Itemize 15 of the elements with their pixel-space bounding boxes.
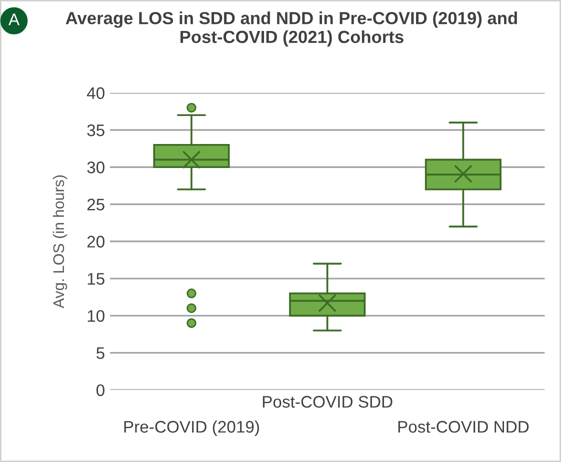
x-tick-label: Post-COVID SDD: [262, 396, 392, 408]
x-tick-label: Post-COVID NDD: [398, 420, 529, 433]
y-tick-label: 10: [88, 310, 104, 322]
y-tick-label: 5: [96, 347, 104, 359]
y-axis-title: Avg. LOS (in hours): [52, 175, 68, 308]
y-tick-label: 30: [87, 162, 104, 174]
y-tick-label: 25: [87, 198, 104, 210]
y-tick-label: 0: [96, 384, 104, 396]
x-tick-label: Pre-COVID (2019): [124, 420, 259, 436]
text: A: [8, 14, 20, 26]
y-tick-label: 35: [87, 124, 104, 136]
chart-title: Average LOS in SDD and NDD in Pre-COVID (2019) and Post-COVID (2021) Cohorts: [66, 12, 517, 47]
y-tick-label: 20: [87, 236, 104, 248]
y-tick-label: 40: [86, 87, 104, 100]
y-tick-label: 15: [88, 273, 104, 285]
